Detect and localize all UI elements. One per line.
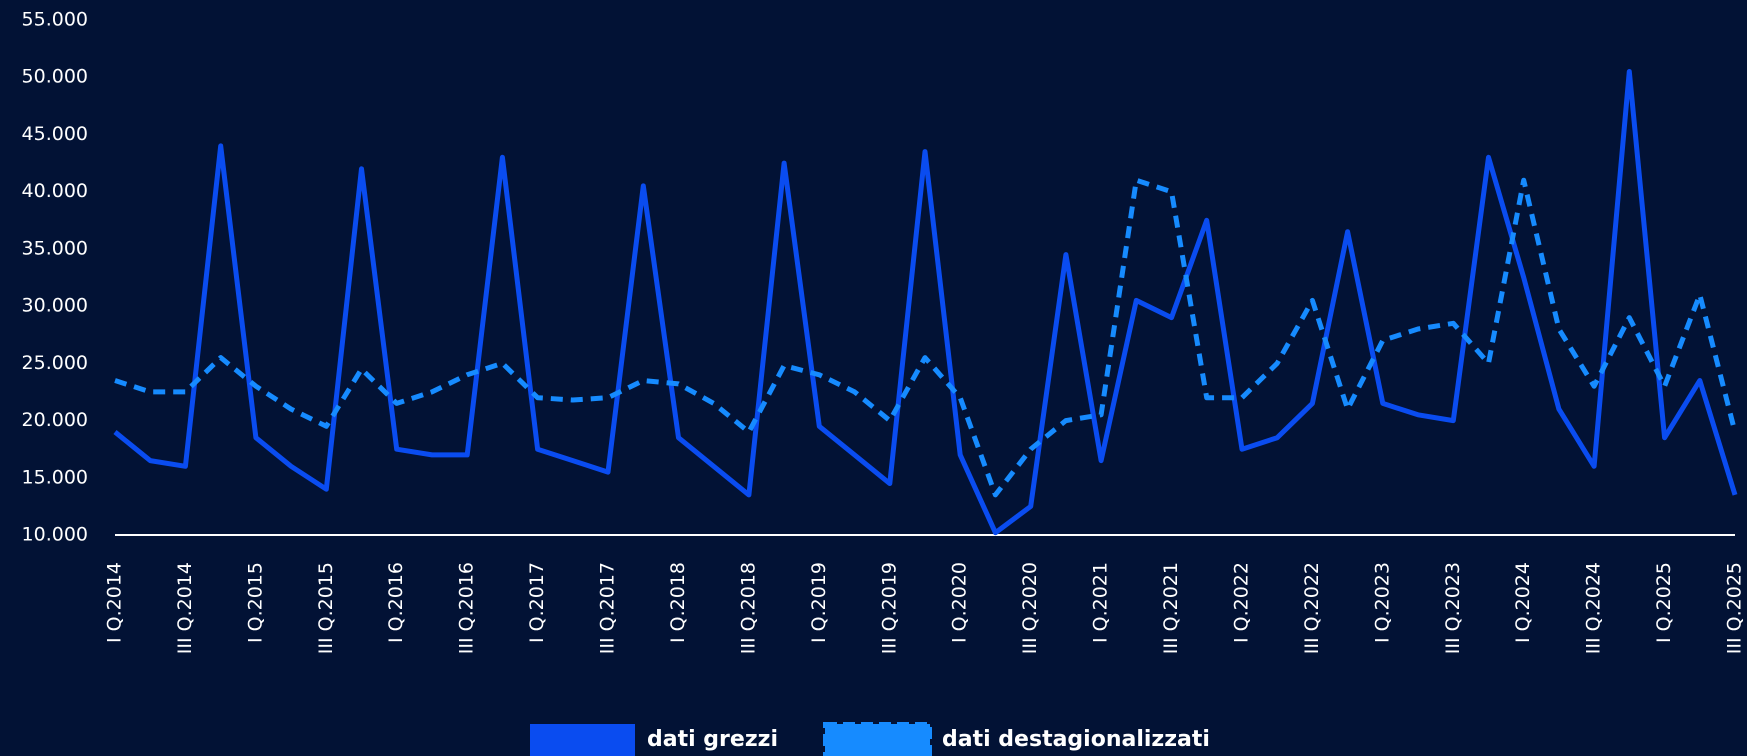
x-tick-label: I Q.2023 <box>1371 562 1393 643</box>
y-tick-label: 10.000 <box>22 524 88 546</box>
x-tick-label: I Q.2021 <box>1090 562 1112 643</box>
x-tick-label: III Q.2019 <box>878 562 900 654</box>
x-tick-label: III Q.2014 <box>174 562 196 654</box>
x-tick-label: I Q.2024 <box>1512 562 1534 643</box>
x-tick-label: I Q.2015 <box>244 562 266 643</box>
series-line <box>114 177 1738 498</box>
x-tick-label: I Q.2016 <box>385 562 407 643</box>
x-tick-label: I Q.2014 <box>104 562 126 643</box>
y-tick-label: 40.000 <box>22 180 88 202</box>
x-tick-label: III Q.2023 <box>1442 562 1464 654</box>
x-tick-label: I Q.2020 <box>949 562 971 643</box>
x-tick-label: III Q.2022 <box>1301 562 1323 654</box>
x-tick-label: III Q.2018 <box>737 562 759 654</box>
legend-swatch <box>530 724 635 756</box>
x-tick-label: III Q.2025 <box>1724 562 1746 654</box>
x-tick-label: I Q.2022 <box>1230 562 1252 643</box>
y-tick-label: 30.000 <box>22 295 88 317</box>
y-tick-label: 35.000 <box>22 237 88 259</box>
x-tick-label: III Q.2016 <box>456 562 478 654</box>
legend-label: dati destagionalizzati <box>942 727 1210 752</box>
x-tick-label: I Q.2025 <box>1653 562 1675 643</box>
x-tick-label: I Q.2019 <box>808 562 830 643</box>
x-tick-label: III Q.2017 <box>597 562 619 654</box>
legend-swatch <box>823 722 932 756</box>
y-tick-label: 25.000 <box>22 352 88 374</box>
series-line <box>113 69 1738 536</box>
x-tick-label: III Q.2021 <box>1160 562 1182 654</box>
legend-label: dati grezzi <box>647 727 778 752</box>
y-tick-label: 20.000 <box>22 409 88 431</box>
x-tick-label: III Q.2015 <box>315 562 337 654</box>
y-tick-label: 15.000 <box>22 466 88 488</box>
y-tick-label: 55.000 <box>22 9 88 31</box>
x-tick-label: I Q.2017 <box>526 562 548 643</box>
y-tick-label: 50.000 <box>22 66 88 88</box>
x-tick-label: III Q.2024 <box>1583 562 1605 654</box>
x-tick-label: I Q.2018 <box>667 562 689 643</box>
y-tick-label: 45.000 <box>22 123 88 145</box>
x-tick-label: III Q.2020 <box>1019 562 1041 654</box>
